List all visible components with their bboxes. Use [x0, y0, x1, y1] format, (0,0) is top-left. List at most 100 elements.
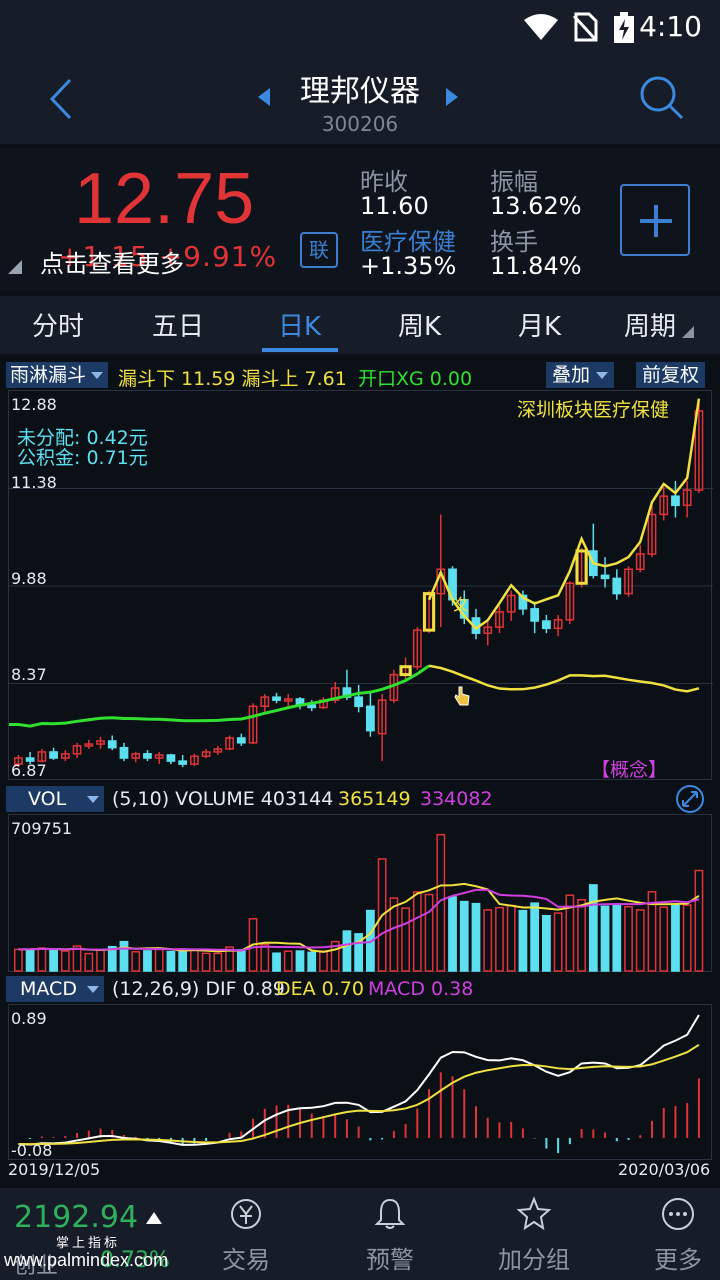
concept-link[interactable]: 【概念】 [591, 759, 668, 781]
candle [412, 629, 422, 668]
signal-candle [575, 549, 588, 585]
index-name: 创业 [14, 1254, 59, 1279]
volume-bar [319, 950, 328, 972]
expand-up-icon[interactable] [146, 1212, 162, 1224]
volume-bar [377, 858, 387, 972]
volume-bar [49, 948, 58, 972]
candle [330, 687, 340, 701]
stock-code: 300206 [321, 112, 399, 136]
volume-bar [506, 904, 516, 972]
macd-value: MACD 0.38 [368, 978, 474, 1000]
tab-weekly-k[interactable]: 周K [398, 312, 442, 342]
back-arrow-icon[interactable] [40, 74, 84, 124]
candle [283, 698, 293, 702]
prev-close-label: 昨收 [360, 168, 408, 196]
open-xg-value: 开口XG 0.00 [358, 368, 473, 390]
candle [377, 699, 387, 735]
candle [260, 696, 270, 708]
turnover-label: 换手 [490, 228, 538, 256]
volume-bar [518, 909, 528, 972]
volume-bar [389, 897, 399, 972]
y-tick-label: 8.37 [11, 665, 47, 684]
tab-monthly-k[interactable]: 月K [518, 312, 562, 342]
volume-bar [307, 951, 317, 972]
candle [84, 743, 94, 747]
nav-more[interactable]: 更多 [628, 1196, 720, 1275]
candle [189, 755, 199, 765]
candle [119, 746, 129, 759]
nav-trade[interactable]: 交易 [196, 1196, 296, 1275]
nav-alert[interactable]: 预警 [340, 1196, 440, 1275]
volume-bar [682, 904, 692, 972]
period-dropdown-icon [682, 326, 694, 338]
nav-alert-label: 预警 [366, 1246, 414, 1274]
fullscreen-icon[interactable] [674, 784, 706, 814]
nav-add-group[interactable]: 加分组 [484, 1196, 584, 1275]
undistributed-profit: 未分配: 0.42元 [17, 427, 148, 449]
macd-indicator-name: MACD [20, 978, 77, 1000]
adjust-button[interactable]: 前复权 [636, 362, 706, 388]
tab-daily-k[interactable]: 日K [278, 312, 322, 342]
sector-change: +1.35% [360, 252, 457, 280]
macd-indicator-row: MACD (12,26,9) DIF 0.89 DEA 0.70 MACD 0.… [0, 974, 720, 1004]
volume-chart-svg [13, 833, 704, 972]
candle [541, 620, 551, 630]
search-icon[interactable] [636, 72, 686, 122]
x-end-date: 2020/03/06 [618, 1160, 711, 1179]
status-bar: 4:10 [0, 0, 720, 52]
more-icon [662, 1198, 694, 1230]
overlay-button[interactable]: 叠加 [546, 362, 615, 388]
index-value[interactable]: 2192.94 [14, 1200, 139, 1235]
volume-bar [37, 947, 47, 972]
wifi-icon [524, 14, 558, 40]
vol-indicator-select[interactable]: VOL [6, 786, 104, 812]
bottom-nav: 2192.94 掌上指标 创业 0.73% 交易 预警 加分组 更多 [0, 1188, 720, 1280]
candle [248, 705, 258, 744]
tab-minute[interactable]: 分时 [32, 312, 85, 342]
nav-trade-label: 交易 [222, 1246, 270, 1274]
main-indicator-select[interactable]: 雨淋漏斗 [6, 362, 109, 388]
candle [13, 757, 23, 765]
volume-bar [612, 904, 622, 972]
signal-candle [422, 592, 436, 632]
more-tip[interactable]: 点击查看更多 [40, 250, 184, 278]
volume-bar [647, 891, 657, 972]
macd-bottom-label: -0.08 [11, 1141, 53, 1160]
macd-indicator-select[interactable]: MACD [6, 976, 104, 1002]
index-percent: 0.73% [100, 1248, 170, 1273]
quote-panel[interactable]: 12.75 +1.15 +9.91% 点击查看更多 联 昨收 11.60 医疗保… [0, 148, 720, 290]
funnel-upper-line [427, 398, 701, 631]
next-stock-icon[interactable] [444, 88, 458, 106]
volume-bar [671, 903, 680, 972]
current-price: 12.75 [74, 159, 255, 239]
main-indicator-name: 雨淋漏斗 [10, 364, 87, 386]
volume-bar [201, 952, 211, 972]
tab-period[interactable]: 周期 [624, 312, 677, 342]
bell-icon [374, 1198, 406, 1229]
watermark: www.palmindex.com [4, 1250, 169, 1270]
candle-chart[interactable]: 12.88 11.38 9.88 8.37 6.87 未分配: 0.42元 公积… [8, 390, 713, 781]
funnel-values: 漏斗下 11.59 漏斗上 7.61 [118, 368, 347, 390]
add-watchlist-button[interactable] [620, 184, 690, 256]
volume-bar [365, 909, 375, 972]
volume-bar [342, 930, 352, 972]
tab-five-day[interactable]: 五日 [152, 312, 205, 342]
volume-max-label: 709751 [11, 819, 73, 838]
candle [307, 704, 317, 709]
link-button[interactable]: 联 [300, 232, 338, 268]
battery-charging-icon [614, 12, 634, 43]
sector-note[interactable]: 深圳板块医疗保健 [517, 399, 670, 421]
volume-bar [107, 945, 117, 972]
volume-bar [459, 900, 469, 972]
volume-bar [553, 912, 563, 972]
macd-chart[interactable]: 0.89 -0.08 [8, 1004, 712, 1160]
volume-bar [13, 948, 23, 972]
candle [682, 489, 692, 507]
volume-bar [412, 891, 422, 972]
volume-bar [565, 894, 575, 972]
sector-label[interactable]: 医疗保健 [360, 228, 456, 256]
candle [624, 568, 633, 595]
candle [154, 754, 164, 759]
volume-chart[interactable]: 709751 [8, 814, 712, 972]
prev-stock-icon[interactable] [258, 88, 272, 106]
